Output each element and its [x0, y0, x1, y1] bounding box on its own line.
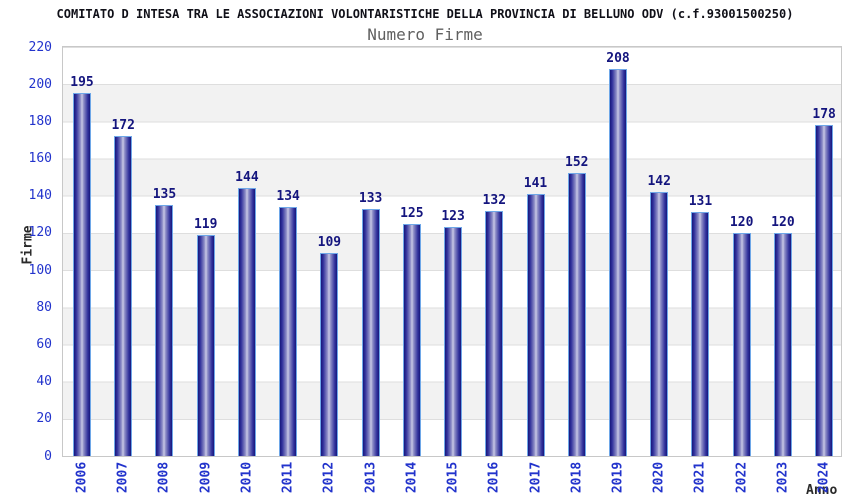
y-tick-label-80: 80 [36, 299, 52, 315]
chart-title: COMITATO D INTESA TRA LE ASSOCIAZIONI VO… [56, 7, 794, 21]
x-tick-label-2024: 2024 [816, 461, 832, 494]
value-label-2020: 142 [647, 174, 671, 190]
x-tick-label-2010: 2010 [239, 461, 255, 494]
y-tick-label-100: 100 [28, 262, 52, 278]
bar-2015 [444, 227, 463, 456]
value-label-2006: 195 [70, 75, 94, 91]
x-tick-label-2023: 2023 [775, 461, 791, 494]
value-label-2012: 109 [317, 235, 342, 251]
bar-2018 [567, 173, 586, 456]
y-tick-label-40: 40 [36, 374, 52, 390]
value-label-2007: 172 [111, 118, 135, 134]
bar-2013 [361, 208, 380, 456]
x-tick-label-2015: 2015 [445, 461, 461, 494]
plot-area: 195 172 135 119 144 134 109 133 125 123 132 141 152 2… [62, 46, 842, 457]
value-label-2017: 141 [523, 175, 548, 191]
x-axis-title: Anno [806, 483, 838, 498]
x-tick-label-2007: 2007 [115, 461, 131, 494]
bar-2020 [650, 192, 669, 456]
bar-2014 [402, 223, 421, 456]
value-label-2023: 120 [771, 214, 795, 230]
value-label-2022: 120 [729, 214, 754, 230]
x-tick-label-2006: 2006 [74, 461, 90, 494]
value-label-2010: 144 [235, 170, 259, 186]
bar-2019 [608, 69, 627, 456]
x-tick-label-2016: 2016 [486, 461, 502, 494]
bar-2009 [196, 234, 215, 456]
value-label-2018: 152 [565, 155, 589, 171]
x-tick-label-2013: 2013 [363, 461, 379, 494]
bar-2024 [815, 125, 834, 456]
y-tick-label-160: 160 [28, 151, 52, 167]
value-label-2024: 178 [812, 107, 836, 123]
x-tick-label-2011: 2011 [280, 461, 296, 494]
bar-2021 [691, 212, 710, 456]
y-tick-label-20: 20 [36, 411, 52, 427]
bar-2010 [237, 188, 256, 456]
y-tick-label-220: 220 [28, 39, 52, 55]
y-tick-label-60: 60 [36, 336, 52, 352]
x-tick-label-2014: 2014 [404, 461, 420, 494]
value-label-2019: 208 [606, 51, 630, 67]
value-label-2008: 135 [152, 187, 177, 203]
bar-2008 [155, 205, 174, 456]
value-label-2009: 119 [193, 216, 218, 232]
value-label-2011: 134 [276, 188, 300, 204]
value-label-2013: 133 [358, 190, 383, 206]
value-label-2014: 125 [400, 205, 424, 221]
chart-subtitle: Numero Firme [367, 25, 483, 44]
x-tick-label-2009: 2009 [198, 461, 214, 494]
x-tick-label-2021: 2021 [692, 461, 708, 494]
x-tick-label-2012: 2012 [321, 461, 337, 494]
bar-2006 [73, 93, 91, 456]
bar-2017 [526, 193, 545, 456]
bar-2011 [279, 206, 298, 456]
x-tick-label-2022: 2022 [734, 461, 750, 494]
bar-2007 [114, 136, 133, 456]
bar-2012 [320, 253, 339, 456]
value-label-2021: 131 [688, 194, 713, 210]
y-tick-label-140: 140 [28, 188, 52, 204]
x-tick-label-2008: 2008 [156, 461, 172, 494]
y-tick-label-0: 0 [44, 448, 52, 464]
x-tick-label-2017: 2017 [528, 461, 544, 494]
y-tick-label-200: 200 [28, 76, 52, 92]
x-tick-label-2018: 2018 [569, 461, 585, 494]
value-label-2015: 123 [441, 209, 465, 225]
y-tick-label-180: 180 [28, 113, 52, 129]
bar-2022 [732, 232, 751, 456]
value-label-2016: 132 [482, 192, 507, 208]
x-tick-label-2020: 2020 [651, 461, 667, 494]
x-tick-label-2019: 2019 [610, 461, 626, 494]
bar-2023 [773, 232, 792, 456]
y-tick-label-120: 120 [28, 225, 52, 241]
bar-2016 [485, 210, 504, 456]
